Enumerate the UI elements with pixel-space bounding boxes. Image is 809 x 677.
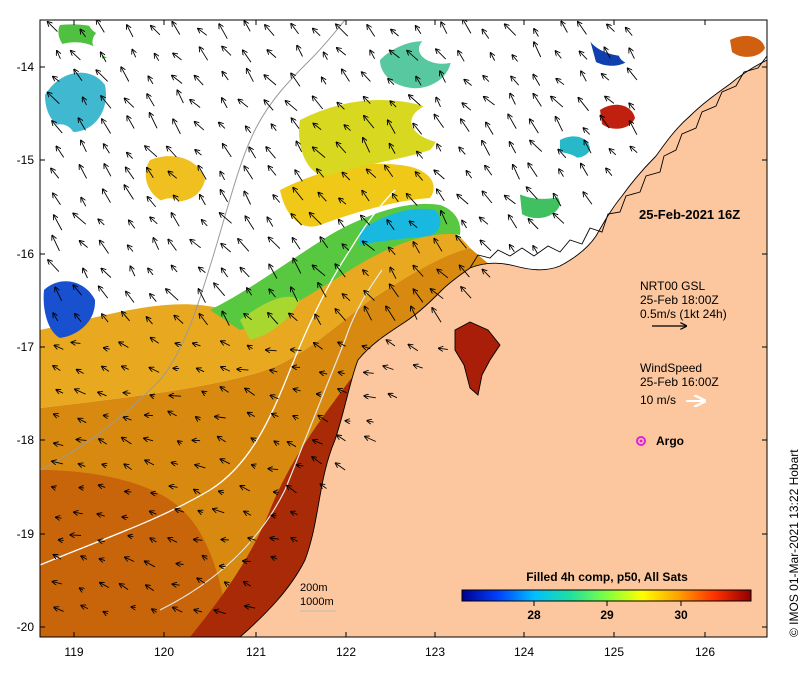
y-tick-label: -19 [17,527,35,541]
current-vector-arrow [124,393,131,394]
current-legend-time: 25-Feb 18:00Z [640,293,719,307]
wind-legend-scale: 10 m/s [640,393,676,407]
x-tick-label: 125 [604,645,624,659]
cloud-gap [559,47,591,76]
current-legend-title: NRT00 GSL [640,279,705,293]
y-tick-label: -20 [17,620,35,634]
x-tick-label: 123 [425,645,445,659]
y-tick-label: -17 [17,340,35,354]
y-tick-label: -14 [17,60,35,74]
x-tick-label: 122 [336,645,356,659]
date-label: 25-Feb-2021 16Z [639,207,740,222]
y-tick-label: -15 [17,153,35,167]
current-vector-arrow [125,492,131,493]
current-vector-arrow [243,561,251,562]
cloud-gap [638,44,700,72]
cloud-gap [46,124,75,153]
current-vector-arrow [193,440,201,441]
colorbar-tick-label: 28 [527,608,541,622]
current-vector-arrow [221,540,228,541]
isobath-1000-label: 1000m [300,596,334,608]
x-tick-label: 121 [246,645,266,659]
cloud-gap [138,53,231,90]
cloud-gap [210,98,259,141]
y-tick-label: -18 [17,433,35,447]
credit-label: © IMOS 01-Mar-2021 13:22 Hobart [787,449,801,637]
x-tick-label: 126 [695,645,715,659]
x-tick-label: 119 [64,645,83,659]
colorbar-tick-label: 29 [600,608,614,622]
cloud-gap [285,43,328,63]
cloud-gap [150,198,190,244]
x-tick-label: 120 [154,645,174,659]
current-legend-scale: 0.5m/s (1kt 24h) [640,307,727,321]
wind-legend-title: WindSpeed [640,361,702,375]
cloud-gap [450,16,489,59]
colorbar-title: Filled 4h comp, p50, All Sats [526,570,688,584]
wind-legend-time: 25-Feb 16:00Z [640,375,719,389]
colorbar-ramp [462,590,751,601]
current-vector-arrow [70,535,81,536]
y-tick-label: -16 [17,247,35,261]
cloud-gap [509,165,577,199]
isobath-200-label: 200m [300,582,328,594]
cloud-gap [442,86,514,136]
colorbar-tick-label: 30 [674,608,688,622]
cloud-gap [255,19,294,37]
argo-label: Argo [656,434,684,448]
x-tick-label: 124 [514,645,534,659]
current-vector-arrow [293,367,301,368]
